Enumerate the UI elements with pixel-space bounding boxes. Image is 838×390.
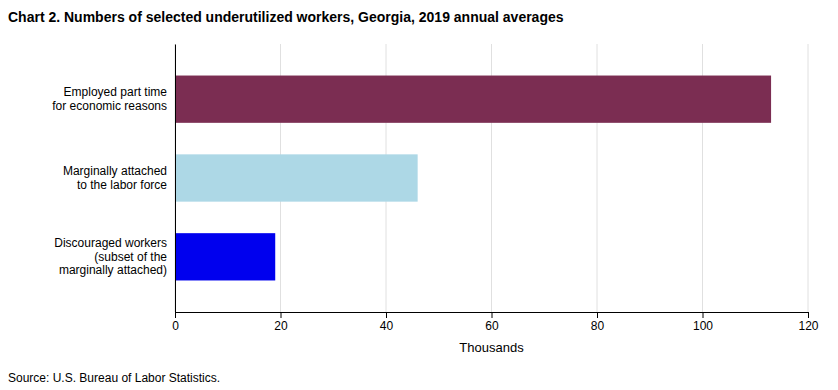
- y-tick: Marginally attachedto the labor force: [63, 164, 175, 192]
- bars: [175, 76, 771, 281]
- x-tick: 20: [274, 312, 288, 333]
- x-tick-mark: [281, 312, 282, 318]
- bar: [175, 233, 275, 280]
- annotation: Source: U.S. Bureau of Labor Statistics.: [8, 371, 220, 385]
- grid: [175, 44, 808, 312]
- y-tick: Discouraged workers(subset of themargina…: [54, 236, 175, 278]
- x-tick-label: 80: [591, 319, 605, 333]
- x-tick-label: 100: [693, 319, 713, 333]
- y-tick: Employed part timefor economic reasons: [52, 85, 175, 113]
- y-tick-label: Discouraged workers(subset of themargina…: [54, 236, 167, 278]
- bar: [175, 76, 771, 123]
- y-axis-line: [175, 45, 176, 313]
- chart: 0 20 40 60 80 100 120 Discouraged workers(subse…: [0, 0, 838, 390]
- y-tick-label: Employed part timefor economic reasons: [52, 85, 167, 113]
- x-tick: 0: [172, 312, 179, 333]
- x-tick-mark: [386, 312, 387, 318]
- x-tick: 100: [693, 312, 713, 333]
- x-tick-mark: [492, 312, 493, 318]
- x-tick-label: 0: [172, 319, 179, 333]
- plot-area: 0 20 40 60 80 100 120 Discouraged workers(subse…: [52, 44, 819, 355]
- x-tick: 60: [485, 312, 499, 333]
- x-tick-mark: [808, 312, 809, 318]
- x-tick-mark: [703, 312, 704, 318]
- x-axis-line: [176, 313, 809, 319]
- x-tick-label: 20: [274, 319, 288, 333]
- x-tick-mark: [597, 312, 598, 318]
- x-tick-label: 40: [380, 319, 394, 333]
- y-axis: Discouraged workers(subset of themargina…: [52, 45, 175, 313]
- x-tick-label: 120: [798, 319, 818, 333]
- x-axis-title: Thousands: [459, 340, 524, 355]
- bar: [175, 154, 418, 201]
- x-tick-label: 60: [485, 319, 499, 333]
- grid-line: [175, 44, 176, 312]
- x-tick: 40: [380, 312, 394, 333]
- x-axis: 0 20 40 60 80 100 120: [172, 312, 819, 333]
- x-tick: 80: [591, 312, 605, 333]
- x-tick-mark: [175, 312, 176, 318]
- y-tick-label: Marginally attachedto the labor force: [63, 164, 167, 192]
- title: Chart 2. Numbers of selected underutiliz…: [8, 9, 564, 25]
- grid-line: [808, 44, 809, 312]
- x-tick: 120: [798, 312, 818, 333]
